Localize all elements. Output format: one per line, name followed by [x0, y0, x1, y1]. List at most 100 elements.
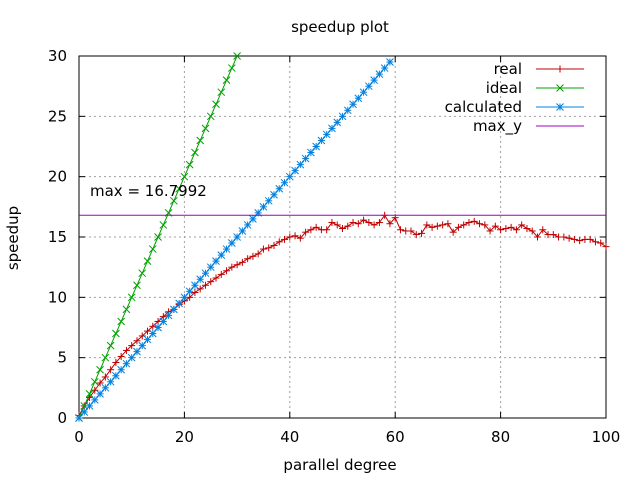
data-point [270, 241, 278, 249]
data-point [354, 220, 362, 228]
data-point [428, 223, 436, 231]
data-point [133, 347, 141, 356]
data-point [201, 269, 210, 278]
data-point [85, 390, 94, 398]
data-point [117, 317, 126, 326]
data-point [212, 100, 220, 109]
data-point [128, 342, 136, 350]
data-point [259, 245, 267, 253]
data-point [328, 219, 336, 227]
data-point [254, 250, 262, 258]
y-tick-label: 25 [48, 107, 67, 125]
data-point [507, 223, 515, 231]
data-point [380, 64, 389, 72]
data-point [117, 352, 125, 360]
data-point [323, 226, 331, 234]
legend-item-calculated: calculated [445, 98, 584, 116]
data-point [301, 154, 310, 163]
data-point [249, 215, 257, 223]
data-point [112, 329, 120, 338]
data-point [528, 227, 536, 235]
data-point [217, 88, 226, 97]
data-point [354, 94, 363, 103]
data-point [412, 231, 420, 239]
data-point [307, 226, 315, 234]
data-point [449, 228, 457, 236]
data-point [122, 305, 131, 314]
data-point [549, 231, 557, 239]
data-point [238, 227, 247, 235]
data-point [418, 229, 426, 237]
legend-marker [556, 84, 564, 92]
data-point [302, 228, 310, 236]
data-point [497, 226, 505, 234]
data-point [481, 221, 489, 229]
data-point [196, 285, 204, 293]
data-point [148, 329, 157, 338]
data-point [333, 221, 341, 229]
data-point [227, 239, 236, 247]
data-point [164, 311, 173, 320]
data-point [201, 281, 209, 289]
data-point [154, 323, 162, 332]
data-point [96, 390, 104, 398]
data-point [85, 402, 94, 410]
x-tick-label: 60 [386, 428, 405, 446]
data-point [349, 100, 357, 109]
data-point [360, 216, 368, 224]
data-point [185, 287, 194, 296]
series-line-real [78, 214, 607, 416]
data-point [143, 335, 152, 344]
data-point [454, 223, 462, 231]
legend-marker [556, 103, 564, 111]
series-layer [75, 52, 610, 422]
data-point [338, 112, 347, 121]
data-point [127, 293, 136, 302]
data-point [233, 261, 241, 269]
data-point [333, 118, 342, 127]
data-point [591, 238, 599, 246]
data-point [259, 202, 268, 211]
data-point [460, 221, 468, 229]
data-point [191, 281, 199, 290]
data-point [349, 219, 357, 227]
data-point [233, 52, 241, 60]
data-point [565, 234, 573, 242]
data-point [122, 359, 131, 368]
data-point [375, 70, 384, 78]
x-tick-label: 100 [592, 428, 621, 446]
data-point [386, 58, 394, 66]
data-point [476, 220, 484, 228]
max-annotation: max = 16.7992 [90, 182, 207, 200]
y-tick-label: 0 [57, 409, 67, 427]
data-point [233, 233, 241, 241]
data-point [285, 172, 294, 181]
data-point [196, 136, 205, 145]
data-point [444, 220, 452, 228]
data-point [364, 82, 373, 91]
y-axis-title: speedup [4, 206, 22, 270]
data-point [280, 178, 289, 187]
data-point [127, 353, 136, 362]
data-point [370, 221, 378, 229]
data-point [502, 225, 510, 233]
data-point [264, 196, 273, 205]
axis-ticks: 0 20 40 60 80 100 0 5 10 15 20 25 30 [48, 47, 620, 446]
data-point [96, 379, 104, 387]
data-point [597, 239, 605, 247]
data-point [343, 106, 352, 115]
y-tick-label: 30 [48, 47, 67, 65]
data-point [312, 142, 321, 151]
data-point [185, 160, 194, 169]
data-point [80, 408, 89, 416]
y-tick-label: 20 [48, 168, 67, 186]
data-point [396, 226, 404, 234]
data-point [227, 64, 236, 72]
data-point [386, 220, 394, 228]
data-point [533, 233, 541, 241]
data-point [143, 257, 152, 265]
data-point [107, 366, 115, 374]
data-point [465, 219, 473, 227]
data-point [217, 251, 226, 259]
